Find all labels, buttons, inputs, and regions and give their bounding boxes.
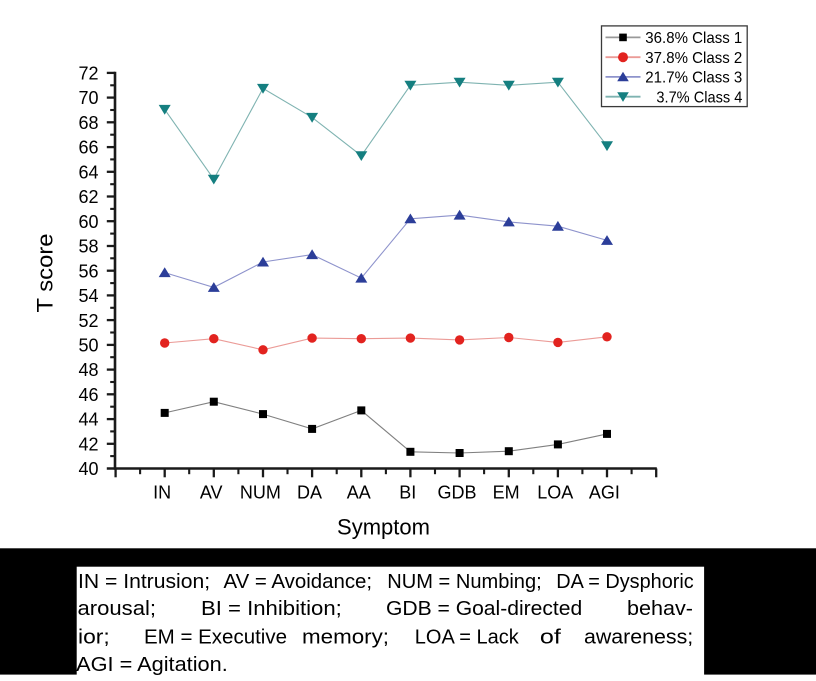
svg-text:48: 48 (78, 360, 98, 380)
svg-text:54: 54 (78, 286, 98, 306)
svg-text:AGI: AGI (589, 482, 620, 502)
svg-text:52: 52 (78, 311, 98, 331)
svg-text:EM: EM (493, 482, 520, 502)
svg-text:AV = Avoidance;: AV = Avoidance; (224, 571, 373, 593)
svg-text:21.7% Class 3: 21.7% Class 3 (645, 70, 742, 87)
svg-text:BI: BI (399, 482, 416, 502)
svg-text:40: 40 (78, 459, 98, 479)
svg-text:AA: AA (347, 482, 371, 502)
svg-text:arousal;: arousal; (78, 598, 157, 620)
svg-text:T score: T score (33, 234, 58, 313)
svg-text:60: 60 (78, 212, 98, 232)
svg-text:of: of (540, 627, 561, 649)
svg-text:58: 58 (78, 237, 98, 257)
svg-text:72: 72 (78, 64, 98, 84)
svg-text:LOA: LOA (537, 482, 573, 502)
svg-text:DA = Dysphoric: DA = Dysphoric (556, 571, 693, 593)
svg-text:37.8% Class 2: 37.8% Class 2 (645, 50, 742, 67)
svg-text:70: 70 (78, 88, 98, 108)
svg-text:GDB = Goal-directed: GDB = Goal-directed (386, 598, 582, 620)
svg-text:50: 50 (78, 336, 98, 356)
svg-text:36.8% Class 1: 36.8% Class 1 (645, 30, 742, 47)
svg-text:Symptom: Symptom (337, 514, 430, 539)
svg-text:46: 46 (78, 385, 98, 405)
svg-text:42: 42 (78, 434, 98, 454)
svg-text:NUM: NUM (240, 482, 281, 502)
svg-text:awareness;: awareness; (584, 627, 693, 649)
svg-text:62: 62 (78, 187, 98, 207)
svg-text:LOA = Lack: LOA = Lack (415, 627, 520, 649)
svg-text:IN: IN (153, 482, 171, 502)
svg-text:64: 64 (78, 162, 98, 182)
svg-text:44: 44 (78, 410, 98, 430)
svg-text:66: 66 (78, 138, 98, 158)
svg-text:EM = Executive: EM = Executive (144, 627, 287, 649)
svg-text:BI = Inhibition;: BI = Inhibition; (201, 598, 342, 620)
svg-text:56: 56 (78, 261, 98, 281)
svg-text:AV: AV (200, 482, 223, 502)
svg-text:DA: DA (297, 482, 322, 502)
svg-text:memory;: memory; (302, 627, 389, 649)
svg-text:AGI = Agitation.: AGI = Agitation. (76, 654, 228, 676)
svg-text:IN = Intrusion;: IN = Intrusion; (78, 571, 210, 593)
svg-text:3.7% Class 4: 3.7% Class 4 (656, 89, 742, 106)
svg-text:68: 68 (78, 113, 98, 133)
svg-text:behav-: behav- (627, 598, 693, 620)
svg-text:ior;: ior; (78, 627, 110, 649)
svg-text:NUM = Numbing;: NUM = Numbing; (387, 571, 541, 593)
svg-text:GDB: GDB (437, 482, 476, 502)
